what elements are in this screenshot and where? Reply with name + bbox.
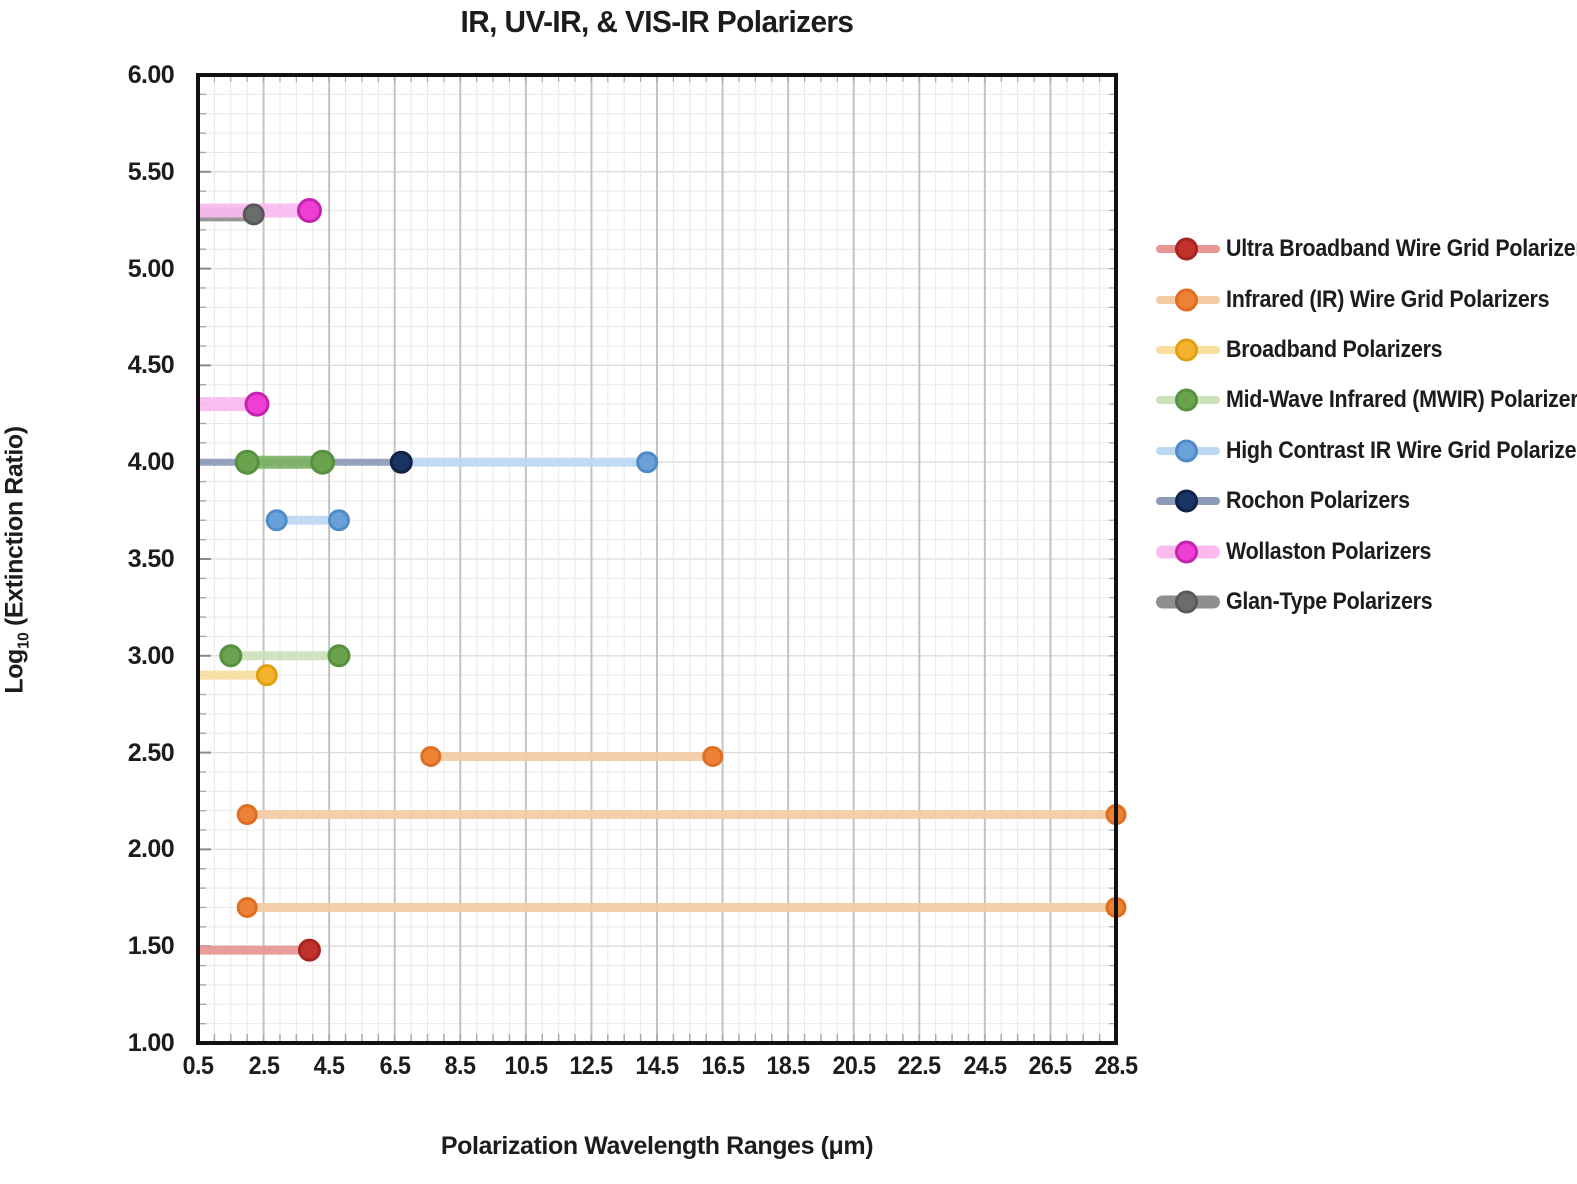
legend-dot-swatch	[1175, 540, 1198, 564]
y-tick-label: 5.00	[127, 254, 175, 283]
legend-marker-icon	[1156, 488, 1222, 514]
legend-marker-icon	[1156, 287, 1222, 313]
y-tick-label: 1.00	[127, 1029, 175, 1057]
x-tick-label: 16.5	[701, 1052, 745, 1080]
legend-dot-swatch	[1175, 388, 1198, 412]
legend-dot-swatch	[1175, 590, 1198, 614]
x-tick-label: 22.5	[897, 1052, 942, 1080]
y-tick-label: 5.50	[127, 157, 175, 186]
legend-dot-swatch	[1175, 439, 1198, 463]
range-endpoint-dot	[255, 664, 278, 687]
y-tick-label: 3.00	[127, 641, 175, 670]
legend-dot-swatch	[1175, 237, 1198, 261]
legend-label: Rochon Polarizers	[1226, 487, 1410, 515]
range-endpoint-dot	[636, 451, 659, 474]
plot-border	[196, 73, 1118, 1045]
y-axis-title-sub: 10	[15, 632, 33, 650]
x-tick-label: 2.5	[248, 1052, 279, 1080]
x-tick-label: 12.5	[569, 1052, 614, 1080]
legend-item: High Contrast IR Wire Grid Polarizers	[1156, 426, 1577, 476]
legend-marker-icon	[1156, 236, 1222, 262]
x-tick-label: 24.5	[963, 1052, 1007, 1080]
y-tick-label: 1.50	[127, 932, 175, 961]
range-endpoint-dot	[234, 449, 260, 475]
y-axis-title-log: Log	[0, 649, 29, 694]
x-tick-label: 6.5	[379, 1052, 411, 1080]
x-tick-label: 20.5	[832, 1052, 876, 1080]
legend-marker-icon	[1156, 539, 1222, 565]
legend-label: High Contrast IR Wire Grid Polarizers	[1226, 436, 1577, 464]
legend-label: Infrared (IR) Wire Grid Polarizers	[1226, 285, 1550, 313]
range-endpoint-dot	[296, 198, 322, 224]
legend-marker-icon	[1156, 337, 1222, 363]
chart-title: IR, UV-IR, & VIS-IR Polarizers	[460, 4, 854, 39]
range-endpoint-dot	[702, 745, 724, 767]
y-tick-label: 6.00	[127, 61, 175, 89]
range-endpoint-dot	[236, 804, 258, 826]
y-tick-label: 2.50	[127, 738, 175, 767]
legend-item: Broadband Polarizers	[1156, 325, 1577, 375]
x-tick-label: 10.5	[504, 1052, 548, 1080]
legend-item: Glan-Type Polarizers	[1156, 577, 1577, 627]
x-tick-label: 8.5	[444, 1052, 476, 1080]
legend-marker-icon	[1156, 589, 1222, 615]
range-endpoint-dot	[327, 509, 350, 532]
range-endpoint-dot	[236, 896, 258, 918]
range-endpoint-dot	[244, 391, 270, 417]
y-tick-label: 3.50	[127, 545, 175, 573]
legend-dot-swatch	[1175, 338, 1198, 362]
range-endpoint-dot	[420, 745, 442, 767]
legend-label: Glan-Type Polarizers	[1226, 587, 1433, 615]
range-endpoint-dot	[327, 644, 351, 668]
y-axis-title: Log10 (Extinction Ratio)	[1, 426, 34, 693]
legend-marker-icon	[1156, 438, 1222, 464]
legend-label: Broadband Polarizers	[1226, 335, 1443, 363]
legend-label: Mid-Wave Infrared (MWIR) Polarizers	[1226, 386, 1577, 414]
y-tick-label: 4.50	[127, 351, 175, 380]
x-tick-label: 28.5	[1094, 1052, 1138, 1080]
x-tick-label: 18.5	[766, 1052, 811, 1080]
x-tick-label: 4.5	[313, 1052, 345, 1080]
legend: Ultra Broadband Wire Grid Polarizers Infr…	[1156, 224, 1577, 627]
legend-dot-swatch	[1175, 288, 1198, 312]
plot-area	[196, 73, 1127, 1045]
y-axis-title-rest: (Extinction Ratio)	[0, 426, 29, 633]
x-axis-title: Polarization Wavelength Ranges (μm)	[440, 1132, 874, 1160]
legend-dot-swatch	[1175, 489, 1198, 513]
legend-label: Wollaston Polarizers	[1226, 537, 1432, 565]
x-tick-label: 14.5	[635, 1052, 679, 1080]
range-endpoint-dot	[219, 644, 243, 668]
range-endpoint-dot	[297, 938, 321, 962]
legend-marker-icon	[1156, 387, 1222, 413]
y-tick-label: 4.00	[127, 448, 175, 477]
legend-item: Ultra Broadband Wire Grid Polarizers	[1156, 224, 1577, 274]
range-endpoint-dot	[265, 509, 288, 532]
legend-item: Wollaston Polarizers	[1156, 526, 1577, 576]
x-tick-label: 0.5	[182, 1052, 214, 1080]
range-endpoint-dot	[310, 449, 336, 475]
range-endpoint-dot	[389, 450, 413, 474]
x-tick-label: 26.5	[1028, 1052, 1073, 1080]
y-tick-label: 2.00	[127, 835, 175, 864]
range-endpoint-dot	[242, 203, 265, 226]
legend-item: Infrared (IR) Wire Grid Polarizers	[1156, 274, 1577, 324]
legend-label: Ultra Broadband Wire Grid Polarizers	[1226, 235, 1577, 263]
legend-item: Rochon Polarizers	[1156, 476, 1577, 526]
legend-item: Mid-Wave Infrared (MWIR) Polarizers	[1156, 375, 1577, 425]
